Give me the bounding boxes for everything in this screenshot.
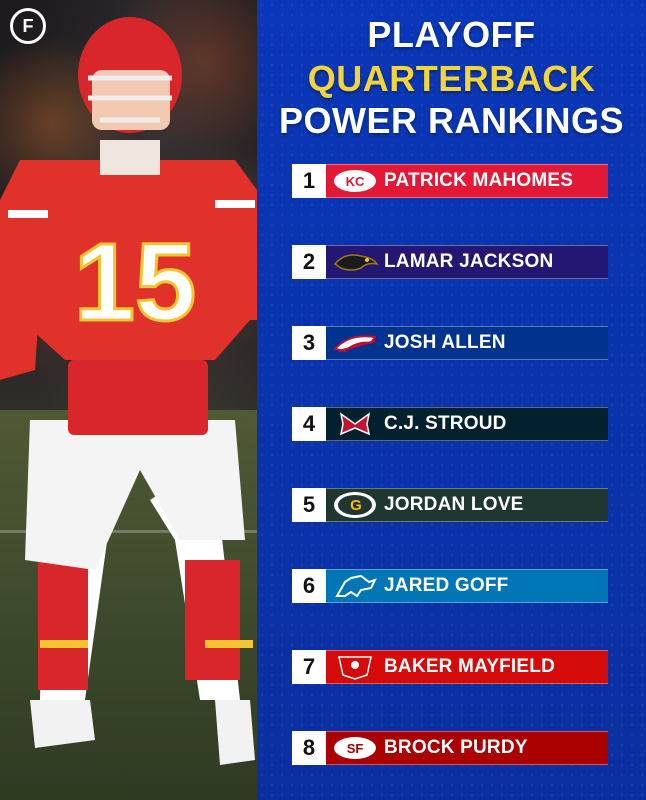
player-bar: BAKER MAYFIELD [326,650,608,684]
title-line-1: PLAYOFF [367,14,536,55]
texans-icon [326,407,384,441]
player-bar: LAMAR JACKSON [326,245,608,279]
rank-number: 4 [292,407,326,441]
rank-number: 3 [292,326,326,360]
player-name: JORDAN LOVE [384,494,524,515]
player-photo: 15 F [0,0,257,800]
ranking-row: 4 C.J. STROUD [292,407,608,441]
svg-text:KC: KC [346,174,365,189]
player-figure: 15 [0,17,257,765]
player-bar: KC PATRICK MAHOMES [326,164,608,198]
ranking-row: 3 JOSH ALLEN [292,326,608,360]
fanduel-logo-icon: F [10,8,46,44]
lions-icon [326,569,384,603]
player-name: JARED GOFF [384,575,509,596]
ranking-row: 6 JARED GOFF [292,569,608,603]
ranking-row: 5 G JORDAN LOVE [292,488,608,522]
title-line-2: QUARTERBACK [307,58,596,99]
svg-text:SF: SF [347,741,364,756]
ranking-row: 8 SF BROCK PURDY [292,731,608,765]
player-name: JOSH ALLEN [384,332,506,353]
svg-text:G: G [350,497,362,514]
player-name: PATRICK MAHOMES [384,170,574,191]
rank-number: 5 [292,488,326,522]
rank-number: 7 [292,650,326,684]
49ers-icon: SF [326,731,384,765]
player-name: C.J. STROUD [384,413,507,434]
rank-number: 1 [292,164,326,198]
bills-icon [326,326,384,360]
player-name: BROCK PURDY [384,737,528,758]
rank-number: 6 [292,569,326,603]
chiefs-icon: KC [326,164,384,198]
player-bar: G JORDAN LOVE [326,488,608,522]
packers-icon: G [326,488,384,522]
player-bar: SF BROCK PURDY [326,731,608,765]
ranking-row: 1 KC PATRICK MAHOMES [292,164,608,198]
ravens-icon [326,245,384,279]
player-bar: JARED GOFF [326,569,608,603]
jersey-number: 15 [74,221,196,344]
buccaneers-icon [326,650,384,684]
title-line-3: POWER RANKINGS [278,100,624,141]
player-name: LAMAR JACKSON [384,251,554,272]
player-bar: JOSH ALLEN [326,326,608,360]
rank-number: 8 [292,731,326,765]
rank-number: 2 [292,245,326,279]
ranking-row: 2 LAMAR JACKSON [292,245,608,279]
player-name: BAKER MAYFIELD [384,656,555,677]
ranking-row: 7 BAKER MAYFIELD [292,650,608,684]
player-bar: C.J. STROUD [326,407,608,441]
